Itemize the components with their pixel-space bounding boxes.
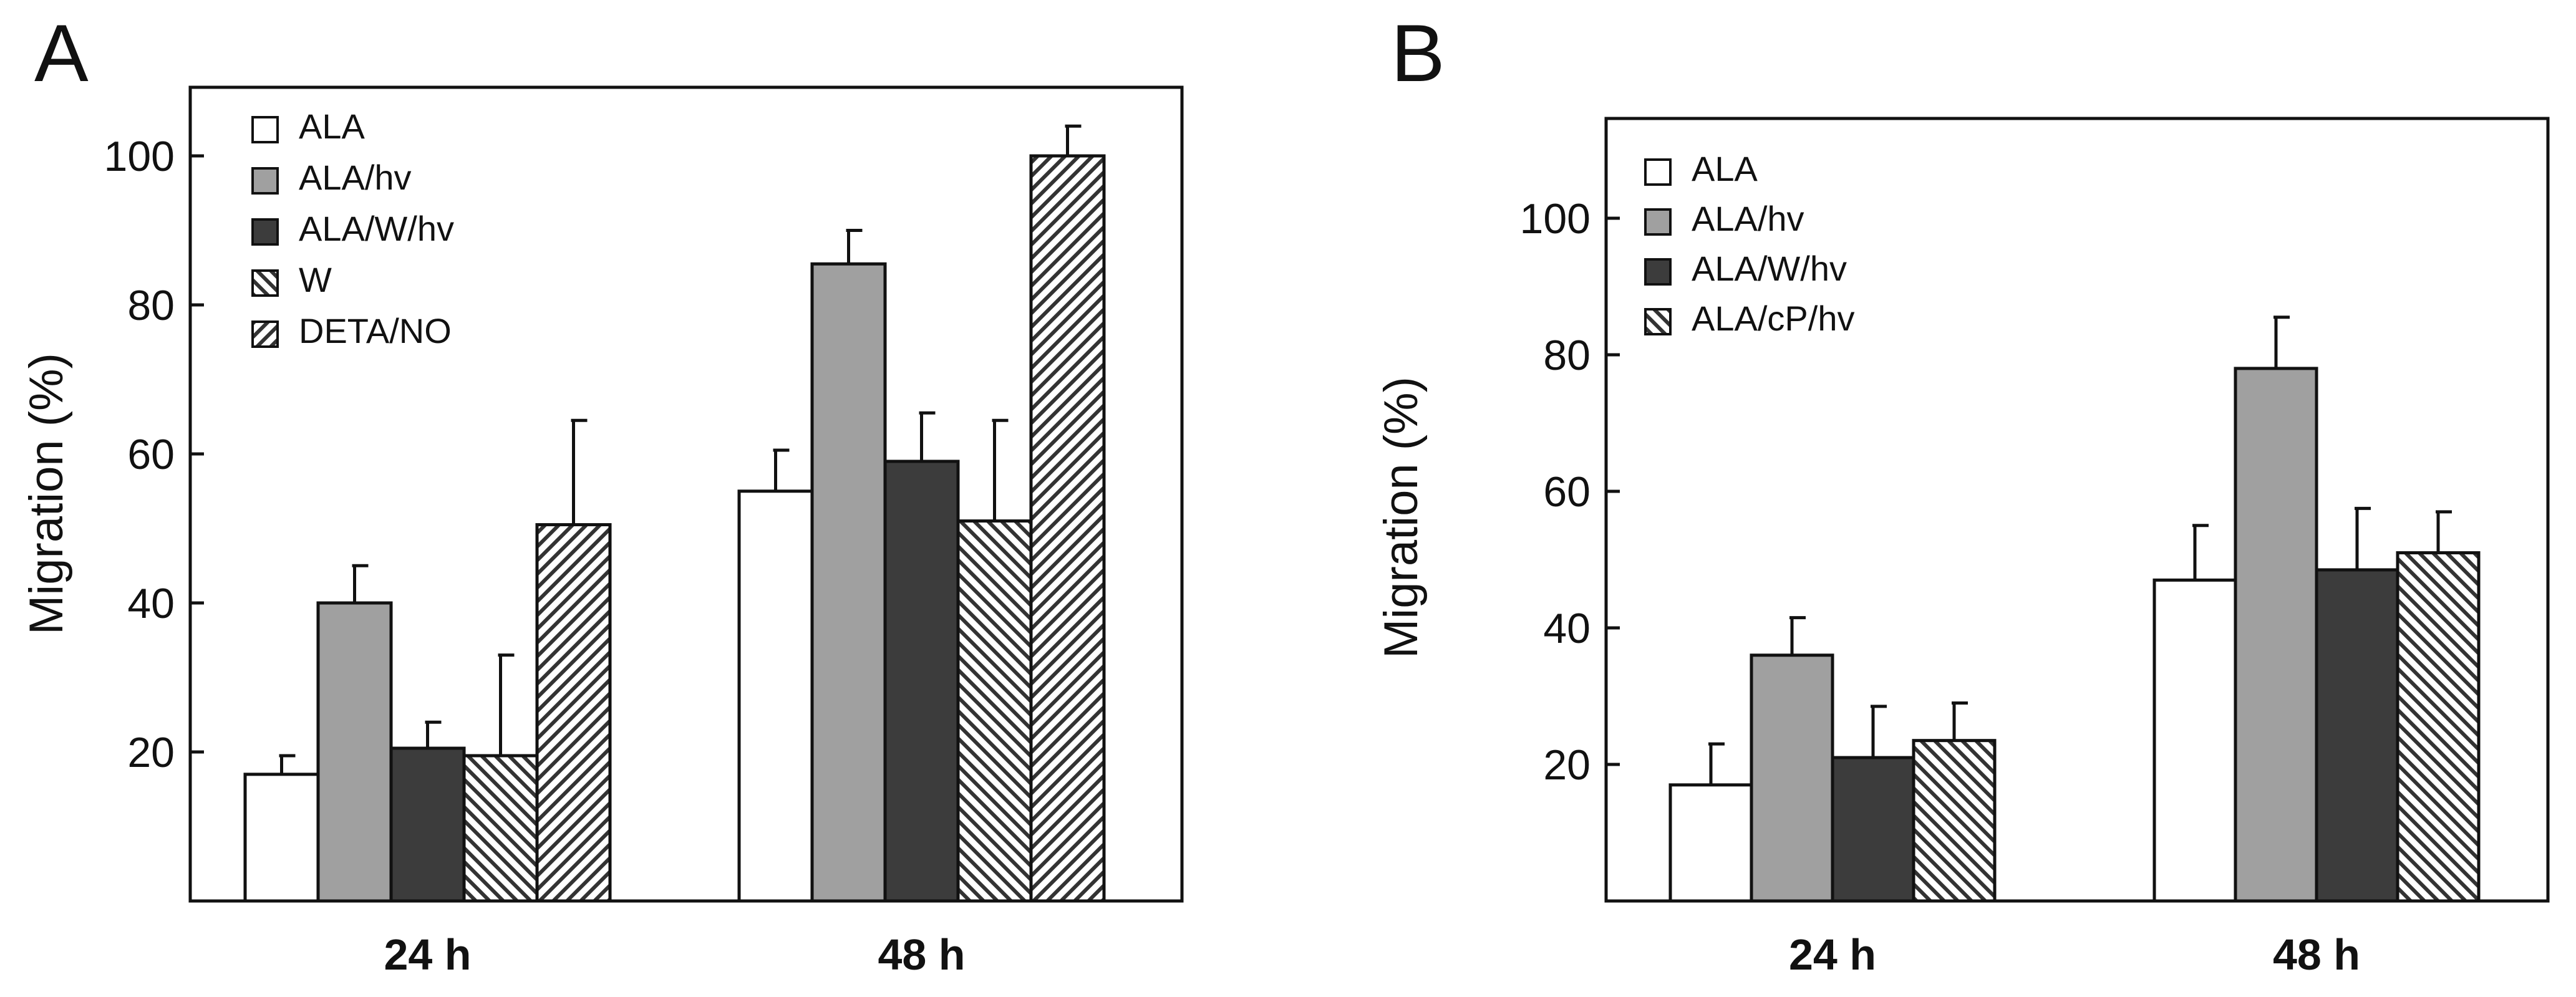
panel-a-x-category-label: 48 h xyxy=(878,930,965,979)
panel-b-letter: B xyxy=(1391,7,1445,99)
panel-b-y-axis: 20 40 60 80 100 xyxy=(1520,195,1620,789)
panel-a-legend-label: W xyxy=(299,260,332,299)
panel-b-y-tick-label: 80 xyxy=(1543,332,1591,379)
panel-b-y-tick-label: 40 xyxy=(1543,605,1591,652)
panel-b-legend-swatch xyxy=(1644,158,1672,186)
panel-b-legend-swatch xyxy=(1644,258,1672,286)
panel-a-bar-deta-no-48h xyxy=(1029,154,1106,903)
panel-a-bar-w-24h xyxy=(462,754,539,903)
panel-b-bar-ala-w-hv-48h xyxy=(2315,568,2399,903)
panel-a-legend-label: ALA xyxy=(299,107,365,146)
panel-a-bars xyxy=(243,124,1106,903)
panel-a-y-axis-label: Migration (%) xyxy=(20,353,73,635)
panel-a-legend-label: ALA/hv xyxy=(299,158,412,197)
panel-a-legend-swatch xyxy=(251,167,279,195)
panel-a-bar-ala-w-hv-48h xyxy=(883,460,960,903)
panel-b-bars xyxy=(1668,315,2481,903)
panel-a-legend-swatch xyxy=(251,116,279,143)
panel-b-bar-ala-hv-48h xyxy=(2234,367,2318,903)
panel-a-x-axis: 24 h 48 h xyxy=(384,930,965,979)
panel-b-bar-ala-cp-hv-24h xyxy=(1912,739,1997,903)
panel-b-bar-ala-cp-hv-48h xyxy=(2396,551,2481,903)
panel-a-x-category-label: 24 h xyxy=(384,930,471,979)
panel-a-legend-swatch xyxy=(251,269,279,297)
panel-b-bar-ala-48h xyxy=(2152,578,2237,903)
panel-b-y-axis-label: Migration (%) xyxy=(1375,377,1428,658)
panel-a-bar-ala-24h xyxy=(243,773,320,903)
panel-a-legend-swatch xyxy=(251,218,279,246)
panel-a-legend: ALA ALA/hv ALA/W/hv W DETA/NO xyxy=(251,107,454,350)
panel-b-chart: B 20 40 60 80 100 Migration (%) 24 h 48 h ALA… xyxy=(1375,7,2550,979)
panel-a-letter: A xyxy=(34,7,89,99)
panel-b-x-axis: 24 h 48 h xyxy=(1789,930,2360,979)
panel-b-legend-label: ALA/hv xyxy=(1692,199,1804,238)
panel-b-plot-frame xyxy=(1604,117,2550,903)
panel-a-chart: A 20 40 60 80 100 Migration (%) 24 h 48 h ALA… xyxy=(20,7,1184,979)
panel-a-y-tick-label: 40 xyxy=(127,580,175,627)
panel-a-bar-w-48h xyxy=(956,519,1033,903)
panel-a-y-tick-label: 60 xyxy=(127,431,175,478)
panel-b-legend-swatch xyxy=(1644,208,1672,236)
panel-b-x-category-label: 48 h xyxy=(2273,930,2360,979)
panel-a-legend-label: DETA/NO xyxy=(299,311,452,350)
panel-a-plot-frame xyxy=(188,85,1184,903)
panel-a-bar-ala-w-hv-24h xyxy=(389,746,466,903)
panel-b-y-tick-label: 100 xyxy=(1520,195,1591,243)
panel-a-y-tick-label: 100 xyxy=(104,133,175,180)
panel-b-x-category-label: 24 h xyxy=(1789,930,1876,979)
panel-a-bar-ala-hv-48h xyxy=(810,262,887,903)
panel-b-legend-swatch xyxy=(1644,308,1672,335)
panel-b-bar-ala-w-hv-24h xyxy=(1831,756,1915,903)
panel-a-y-tick-label: 20 xyxy=(127,729,175,776)
panel-a-bar-ala-48h xyxy=(737,489,814,903)
panel-b-bar-ala-hv-24h xyxy=(1750,653,1834,903)
panel-a-bar-deta-no-24h xyxy=(535,523,612,903)
panel-b-legend-label: ALA/W/hv xyxy=(1692,249,1847,288)
panel-a-bar-ala-hv-24h xyxy=(316,601,393,903)
panel-b-legend-label: ALA xyxy=(1692,149,1758,188)
panel-b-bar-ala-24h xyxy=(1668,783,1753,903)
panel-b-y-tick-label: 20 xyxy=(1543,741,1591,789)
panel-a-legend-label: ALA/W/hv xyxy=(299,209,454,248)
panel-a-y-axis: 20 40 60 80 100 xyxy=(104,133,204,776)
panel-a-legend-swatch xyxy=(251,320,279,348)
panel-a-y-tick-label: 80 xyxy=(127,282,175,329)
panel-b-legend-label: ALA/cP/hv xyxy=(1692,299,1854,338)
panel-b-legend: ALA ALA/hv ALA/W/hv ALA/cP/hv xyxy=(1644,149,1854,338)
panel-b-y-tick-label: 60 xyxy=(1543,468,1591,516)
